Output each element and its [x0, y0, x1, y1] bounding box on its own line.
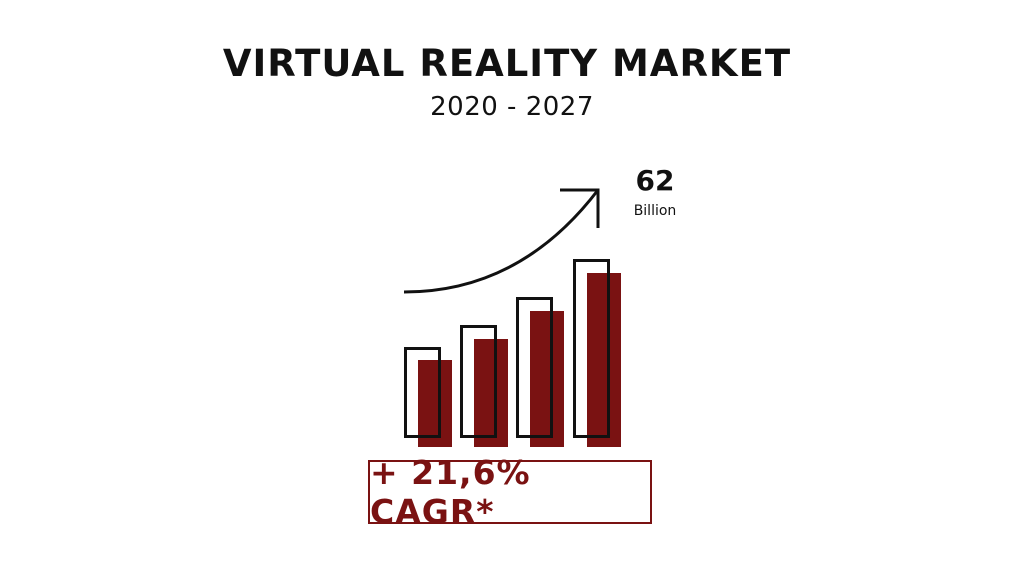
rising-arrow-icon	[403, 189, 600, 294]
arrow-head	[560, 188, 600, 228]
outline-bar-1	[404, 347, 441, 438]
filled-bar-2	[474, 339, 508, 447]
page-title: VIRTUAL REALITY MARKET	[222, 42, 792, 85]
forecast-value: 62	[635, 164, 675, 197]
forecast-unit: Billion	[633, 203, 677, 219]
outline-bar-2	[460, 325, 497, 438]
cagr-label: + 21,6% CAGR*	[370, 453, 531, 531]
filled-bar-3	[530, 311, 564, 447]
filled-bar-1	[418, 360, 452, 447]
page-subtitle: 2020 - 2027	[430, 92, 594, 122]
filled-bar-4	[587, 273, 621, 447]
outline-bar-3	[516, 297, 553, 438]
cagr-box: + 21,6% CAGR*	[368, 453, 652, 531]
outline-bar-4	[573, 259, 610, 438]
